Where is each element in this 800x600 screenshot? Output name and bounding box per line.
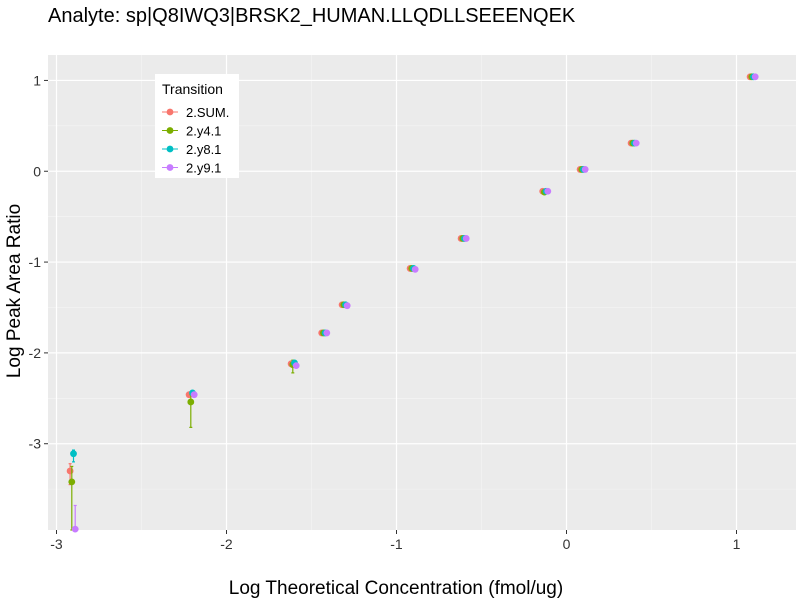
legend: Transition 2.SUM. 2.y4.1 2.y8.1 2.y9.1 [155, 74, 239, 178]
data-point [462, 235, 470, 242]
data-point [411, 265, 419, 273]
legend-item: 2.y8.1 [162, 142, 221, 157]
x-tick-label: -3 [50, 536, 63, 552]
legend-title: Transition [162, 81, 223, 97]
y-tick-label: -3 [29, 436, 42, 452]
data-point [544, 187, 552, 195]
y-tick-label: -2 [29, 345, 42, 361]
data-point [323, 329, 331, 337]
data-point [187, 398, 195, 406]
legend-label: 2.y8.1 [186, 142, 221, 157]
y-tick-label: 0 [33, 163, 41, 179]
x-axis-title: Log Theoretical Concentration (fmol/ug) [229, 578, 563, 599]
data-point [581, 166, 589, 173]
data-point [66, 467, 74, 475]
x-tick-label: -2 [220, 536, 233, 552]
data-point [632, 139, 640, 147]
data-marks [66, 73, 759, 533]
data-point [70, 450, 77, 458]
legend-label: 2.y9.1 [186, 161, 221, 176]
y-axis: -3 -2 -1 0 1 [29, 72, 48, 452]
legend-label: 2.y4.1 [186, 124, 221, 139]
data-point [190, 391, 198, 399]
legend-key-point [166, 127, 174, 134]
legend-key-point [166, 108, 174, 116]
chart-title: Analyte: sp|Q8IWQ3|BRSK2_HUMAN.LLQDLLSEE… [48, 5, 576, 27]
data-point [292, 362, 300, 370]
legend-key-point [166, 145, 174, 153]
x-tick-label: 0 [563, 536, 571, 552]
legend-box [155, 74, 239, 178]
y-tick-label: -1 [29, 254, 42, 270]
x-tick-label: 1 [733, 536, 741, 552]
legend-key-point [166, 164, 174, 171]
legend-item: 2.y4.1 [162, 124, 221, 139]
series-4 [71, 73, 759, 533]
legend-item: 2.SUM. [162, 105, 229, 120]
legend-label: 2.SUM. [186, 105, 229, 120]
data-point [71, 525, 79, 533]
y-tick-label: 1 [33, 72, 41, 88]
x-axis: -3 -2 -1 0 1 [50, 530, 741, 552]
data-point [751, 73, 759, 81]
y-axis-title: Log Peak Area Ratio [4, 204, 25, 378]
data-point [343, 302, 351, 310]
x-tick-label: -1 [390, 536, 403, 552]
legend-item: 2.y9.1 [162, 161, 221, 176]
data-point [68, 478, 76, 486]
